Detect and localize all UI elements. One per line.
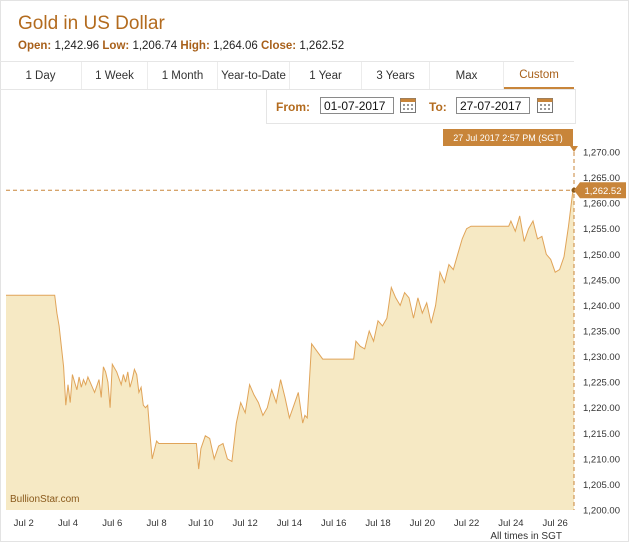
tooltip-box xyxy=(443,129,573,146)
close-value: 1,262.52 xyxy=(299,40,345,52)
last-value-label: 1,262.52 xyxy=(585,186,622,197)
tab-1-month[interactable]: 1 Month xyxy=(148,62,218,89)
calendar-icon[interactable] xyxy=(400,96,416,113)
last-value-flag xyxy=(574,182,626,199)
y-tick-label: 1,230.00 xyxy=(583,352,620,363)
x-tick-label: Jul 20 xyxy=(410,518,435,529)
y-tick-label: 1,205.00 xyxy=(583,480,620,491)
open-value: 1,242.96 xyxy=(54,40,100,52)
tab-custom[interactable]: Custom xyxy=(504,62,574,89)
tooltip-pointer xyxy=(570,146,578,152)
y-tick-label: 1,270.00 xyxy=(583,148,620,159)
y-tick-label: 1,245.00 xyxy=(583,275,620,286)
y-tick-label: 1,235.00 xyxy=(583,327,620,338)
x-tick-label: Jul 2 xyxy=(14,518,34,529)
tooltip-text: 27 Jul 2017 2:57 PM (SGT) xyxy=(453,133,563,143)
open-label: Open: xyxy=(18,40,52,52)
chart-overlay: 27 Jul 2017 2:57 PM (SGT) 1,262.52 xyxy=(6,129,626,510)
y-tick-label: 1,240.00 xyxy=(583,301,620,312)
y-tick-label: 1,265.00 xyxy=(583,173,620,184)
low-label: Low: xyxy=(102,40,130,52)
y-tick-label: 1,260.00 xyxy=(583,199,620,210)
x-tick-label: Jul 26 xyxy=(542,518,567,529)
x-tick-label: Jul 8 xyxy=(147,518,167,529)
date-range-picker: From: To: xyxy=(266,89,576,124)
price-line xyxy=(6,189,575,470)
x-tick-label: Jul 14 xyxy=(277,518,302,529)
to-label: To: xyxy=(429,100,447,114)
tab-year-to-date[interactable]: Year-to-Date xyxy=(218,62,290,89)
y-tick-label: 1,215.00 xyxy=(583,429,620,440)
y-tick-label: 1,210.00 xyxy=(583,454,620,465)
y-tick-label: 1,220.00 xyxy=(583,403,620,414)
tab-1-day[interactable]: 1 Day xyxy=(0,62,82,89)
x-tick-label: Jul 16 xyxy=(321,518,346,529)
close-label: Close: xyxy=(260,40,297,52)
calendar-icon[interactable] xyxy=(537,96,553,113)
y-tick-label: 1,200.00 xyxy=(583,506,620,517)
from-label: From: xyxy=(276,100,310,114)
tab-1-week[interactable]: 1 Week xyxy=(82,62,148,89)
to-date-input[interactable] xyxy=(456,97,530,114)
chart-title: Gold in US Dollar xyxy=(18,13,165,34)
high-value: 1,264.06 xyxy=(213,40,258,52)
from-date-input[interactable] xyxy=(320,97,394,114)
tab-max[interactable]: Max xyxy=(430,62,504,89)
x-tick-label: Jul 4 xyxy=(58,518,78,529)
x-tick-label: Jul 22 xyxy=(454,518,479,529)
y-tick-label: 1,225.00 xyxy=(583,378,620,389)
tab-1-year[interactable]: 1 Year xyxy=(290,62,362,89)
tab-3-years[interactable]: 3 Years xyxy=(362,62,430,89)
x-tick-label: Jul 10 xyxy=(188,518,213,529)
y-tick-label: 1,250.00 xyxy=(583,250,620,261)
x-axis: Jul 2 Jul 4 Jul 6 Jul 8 Jul 10 Jul 12 Jul 14 Ju… xyxy=(14,518,568,529)
x-tick-label: Jul 18 xyxy=(365,518,390,529)
x-tick-label: Jul 12 xyxy=(232,518,257,529)
watermark: BullionStar.com xyxy=(10,494,79,505)
timezone-footnote: All times in SGT xyxy=(490,531,562,542)
x-tick-label: Jul 24 xyxy=(498,518,523,529)
y-tick-label: 1,255.00 xyxy=(583,224,620,235)
y-axis: 1,200.00 1,205.00 1,210.00 1,215.00 1,220.00… xyxy=(583,148,620,517)
range-tabs: 1 Day 1 Week 1 Month Year-to-Date 1 Year… xyxy=(0,61,574,90)
ohlc-summary: Open: 1,242.96 Low: 1,206.74 High: 1,264… xyxy=(18,40,344,52)
price-area xyxy=(6,190,574,511)
low-value: 1,206.74 xyxy=(132,40,178,52)
x-tick-label: Jul 6 xyxy=(102,518,122,529)
high-label: High: xyxy=(180,40,210,52)
